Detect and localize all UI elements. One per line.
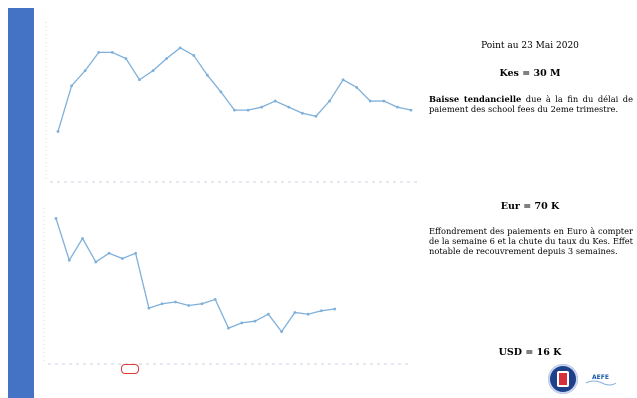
data-point	[54, 217, 58, 220]
series-line	[57, 47, 412, 132]
series-line	[55, 218, 335, 333]
data-point	[333, 307, 337, 311]
data-point	[70, 84, 73, 88]
flag-badge-icon	[548, 364, 578, 394]
data-point	[227, 326, 230, 330]
data-point	[280, 330, 283, 334]
data-point	[213, 298, 217, 301]
kes-title: Kes = 30 M	[499, 68, 561, 79]
data-point	[246, 108, 250, 112]
data-point	[81, 237, 84, 240]
data-point	[409, 108, 413, 112]
data-point	[328, 99, 331, 103]
eur-title: Eur = 70 K	[500, 201, 560, 212]
data-point	[134, 251, 138, 255]
data-point	[151, 69, 155, 73]
data-point	[160, 302, 164, 306]
eur-note: Effondrement des paiements en Euro à com…	[429, 226, 634, 256]
data-point	[396, 105, 399, 109]
data-point	[240, 321, 244, 325]
flag-inner-icon	[557, 371, 569, 387]
data-point	[341, 78, 345, 82]
data-point	[306, 312, 310, 316]
data-point	[314, 114, 318, 118]
kes-note: Baisse tendancielle due à la fin du déla…	[429, 94, 633, 114]
eur-line-chart	[43, 208, 411, 365]
data-point	[67, 258, 71, 262]
data-point	[187, 304, 191, 307]
data-point	[178, 46, 182, 50]
data-point	[319, 309, 323, 313]
data-point	[110, 51, 114, 54]
data-point	[260, 105, 264, 109]
data-point	[287, 105, 291, 109]
data-point	[174, 300, 177, 304]
data-point	[97, 51, 101, 54]
data-point	[253, 319, 257, 323]
highlight-marker	[121, 364, 139, 374]
data-point	[147, 306, 151, 310]
kes-note-text: due à la fin du délai de paiement des sc…	[429, 94, 633, 114]
data-point	[382, 99, 386, 103]
data-point	[192, 54, 196, 57]
kes-note-bold: Baisse tendancielle	[429, 94, 522, 104]
data-point	[300, 111, 304, 115]
data-point	[138, 78, 141, 82]
svg-text:AEFE: AEFE	[592, 374, 609, 381]
data-point	[165, 57, 169, 60]
data-point	[368, 99, 372, 103]
data-point	[107, 251, 111, 255]
data-point	[355, 85, 359, 89]
kes-line-chart	[45, 22, 421, 183]
data-point	[233, 108, 236, 112]
data-point	[56, 130, 60, 133]
data-point	[120, 257, 124, 260]
data-point	[293, 311, 297, 314]
data-point	[266, 312, 270, 316]
data-point	[219, 90, 223, 94]
data-point	[205, 73, 209, 77]
data-point	[200, 302, 204, 306]
data-point	[94, 260, 98, 264]
sidebar-accent-bar	[8, 8, 34, 398]
data-point	[273, 99, 277, 103]
aefe-logo: AEFE	[585, 374, 617, 386]
page-title: Point au 23 Mai 2020	[481, 41, 579, 51]
data-point	[124, 57, 128, 60]
data-point	[83, 69, 87, 73]
usd-title: USD = 16 K	[498, 347, 562, 358]
